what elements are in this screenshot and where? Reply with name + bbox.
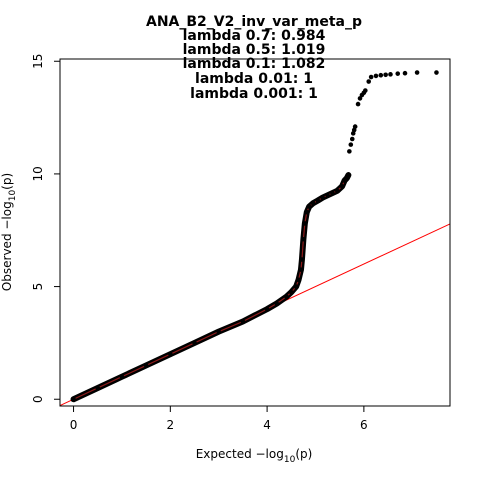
data-point <box>330 190 335 196</box>
point-cloud-outline <box>70 172 352 403</box>
data-point <box>192 340 197 346</box>
data-point <box>434 70 439 75</box>
title-line: lambda 0.5: 1.019 <box>183 42 326 58</box>
x-tick-label: 2 <box>167 418 175 432</box>
data-point <box>339 184 345 189</box>
data-point <box>383 72 388 78</box>
data-point <box>274 301 280 306</box>
x-axis-label-prefix: Expected −log <box>196 447 284 461</box>
data-point <box>325 193 330 198</box>
data-point <box>293 284 299 289</box>
x-axis: 0 2 4 6 <box>70 406 368 432</box>
x-axis-label: Expected −log10(p) <box>196 447 313 465</box>
data-point <box>334 188 340 194</box>
data-point <box>301 236 306 242</box>
data-point <box>346 172 351 178</box>
data-point <box>216 329 222 334</box>
data-point <box>288 289 294 295</box>
y-axis-label: Observed −log10(p) <box>0 173 18 291</box>
x-tick-label: 0 <box>70 418 78 432</box>
data-point <box>366 79 372 84</box>
title-line: lambda 0.7: 0.984 <box>183 28 326 44</box>
title-line: lambda 0.01: 1 <box>195 71 313 87</box>
data-point <box>414 70 420 75</box>
data-point <box>71 396 76 402</box>
data-point <box>95 385 101 391</box>
title-line: ANA_B2_V2_inv_var_meta_p <box>146 14 362 30</box>
data-point <box>363 88 368 93</box>
data-point <box>315 198 321 203</box>
x-axis-label-suffix: (p) <box>295 447 312 461</box>
data-point <box>119 374 125 380</box>
y-tick-label: 5 <box>31 283 45 291</box>
plot-frame <box>59 58 451 407</box>
x-tick-label: 4 <box>263 418 271 432</box>
y-axis-label-suffix: (p) <box>0 173 14 190</box>
data-point <box>402 70 408 76</box>
data-point <box>296 277 301 283</box>
data-point <box>320 195 326 200</box>
x-axis-label-subscript: 10 <box>284 455 296 465</box>
data-point <box>143 363 149 368</box>
plot-title: ANA_B2_V2_inv_var_meta_p lambda 0.7: 0.9… <box>146 14 362 102</box>
data-point <box>168 351 173 357</box>
data-point <box>378 72 384 78</box>
title-line: lambda 0.1: 1.082 <box>183 56 326 72</box>
data-point <box>310 200 316 206</box>
data-point <box>349 136 355 142</box>
y-tick-label: 0 <box>31 395 45 403</box>
data-point <box>306 204 312 209</box>
data-point <box>355 101 361 107</box>
title-line: lambda 0.001: 1 <box>190 86 318 102</box>
data-points <box>71 70 439 402</box>
data-point <box>284 294 289 300</box>
y-axis-label-subscript: 10 <box>8 190 18 202</box>
data-point <box>373 73 379 79</box>
data-point <box>304 209 310 215</box>
data-point <box>299 257 305 262</box>
data-point <box>302 221 308 226</box>
x-tick-label: 6 <box>360 418 368 432</box>
data-point <box>368 74 374 80</box>
y-tick-label: 15 <box>31 54 45 69</box>
data-point <box>347 149 352 154</box>
data-point <box>348 142 354 147</box>
curve-layer <box>70 172 352 403</box>
y-axis: 0 5 10 15 <box>31 54 60 403</box>
data-point <box>388 72 393 77</box>
data-point <box>352 124 358 129</box>
data-point <box>357 96 363 101</box>
data-point <box>240 319 246 324</box>
y-axis-label-prefix: Observed −log <box>0 201 14 291</box>
y-tick-label: 10 <box>31 166 45 181</box>
data-point <box>264 306 270 312</box>
data-point <box>395 71 401 76</box>
data-point <box>298 267 304 272</box>
